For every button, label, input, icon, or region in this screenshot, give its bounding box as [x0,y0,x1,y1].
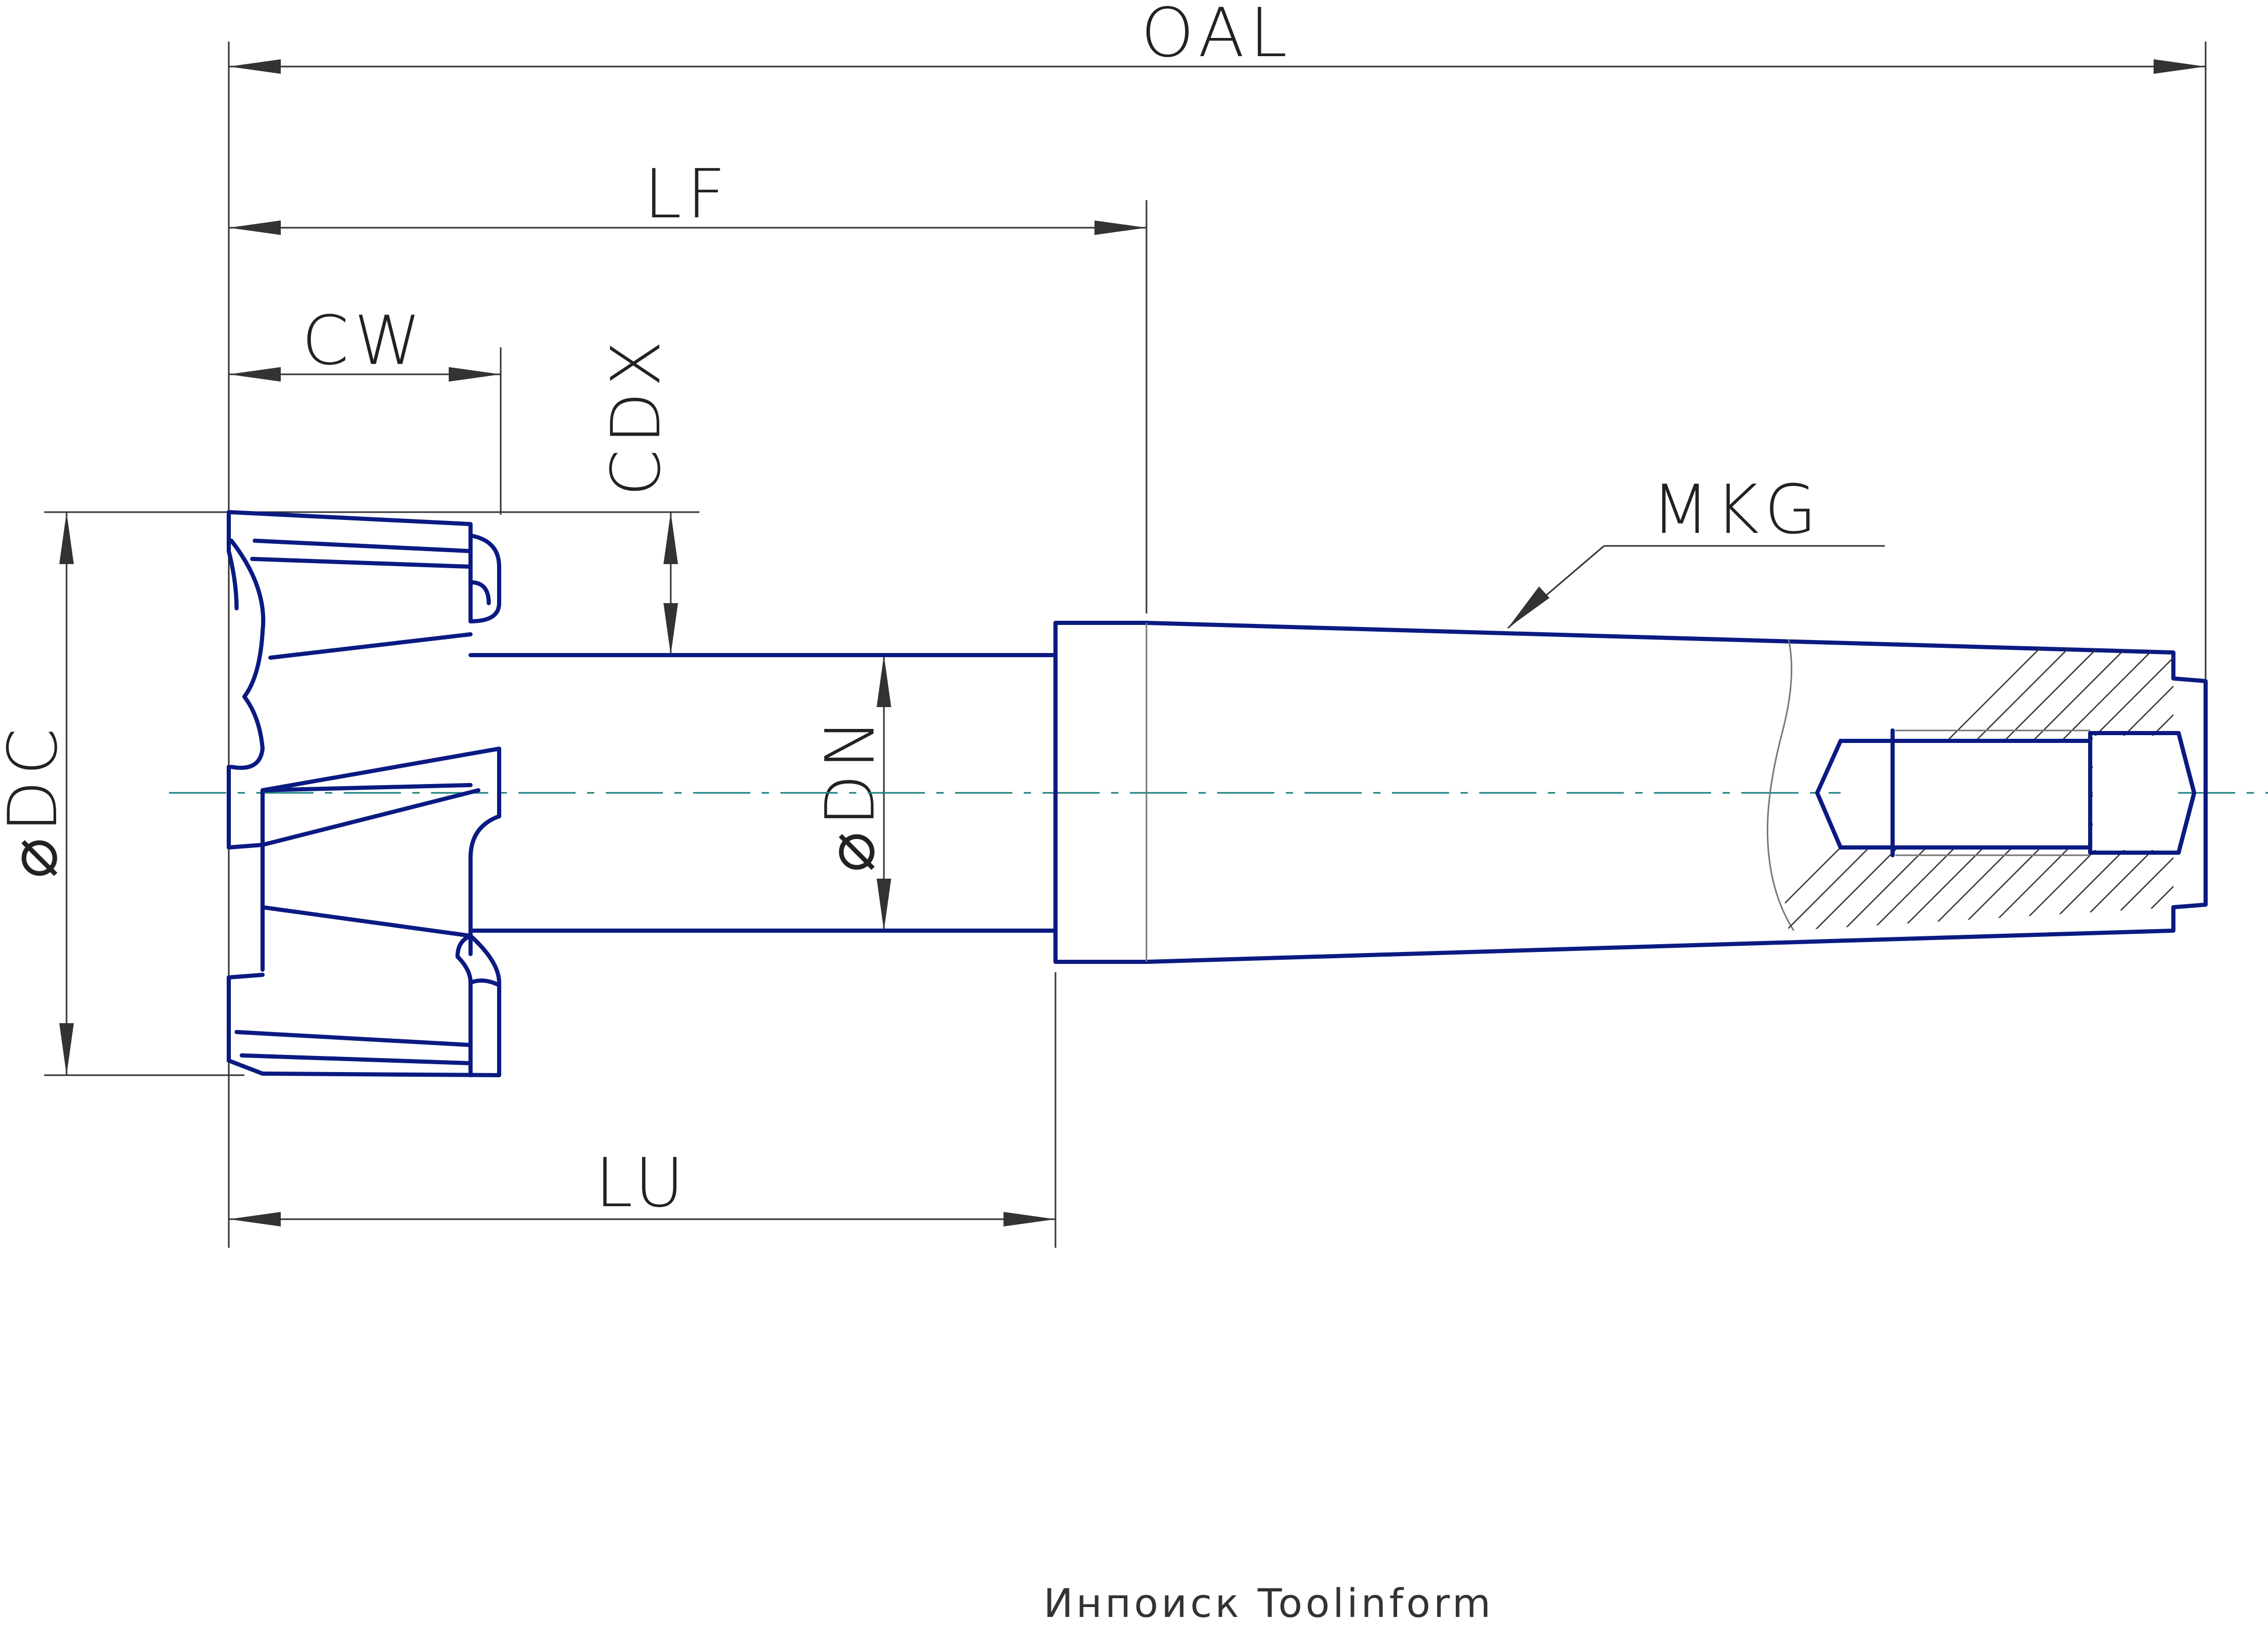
dimension-cdx: CDX [596,335,678,655]
dimension-oal: OAL [229,0,2206,74]
dimension-dc: ⌀DC [0,512,74,1075]
hatch-line [2056,639,2173,931]
dimension-mkg: MKG [1507,470,1885,629]
hatch-line [2113,639,2173,931]
dimension-lf: LF [229,154,1146,235]
hatch-line [2228,634,2268,946]
lf-label: LF [644,154,731,233]
cutter-head [227,510,501,1077]
footer-brand: Инпоиск Toolinform [1044,1580,1494,1626]
cdx-label: CDX [596,335,675,497]
cw-label: CW [302,301,426,380]
dimension-lu: LU [229,1143,1055,1226]
hatch-line [2027,639,2173,931]
hatch-line [2084,639,2173,931]
neck [468,653,1058,933]
threaded-hole [1815,728,2196,857]
hatch-line [2199,634,2268,946]
dimension-cw: CW [229,301,501,382]
dc-label: ⌀DC [0,723,72,878]
oal-label: OAL [1141,0,1292,72]
mkg-label: MKG [1651,470,1822,549]
lu-label: LU [595,1143,689,1222]
hatch-line [2257,634,2268,946]
